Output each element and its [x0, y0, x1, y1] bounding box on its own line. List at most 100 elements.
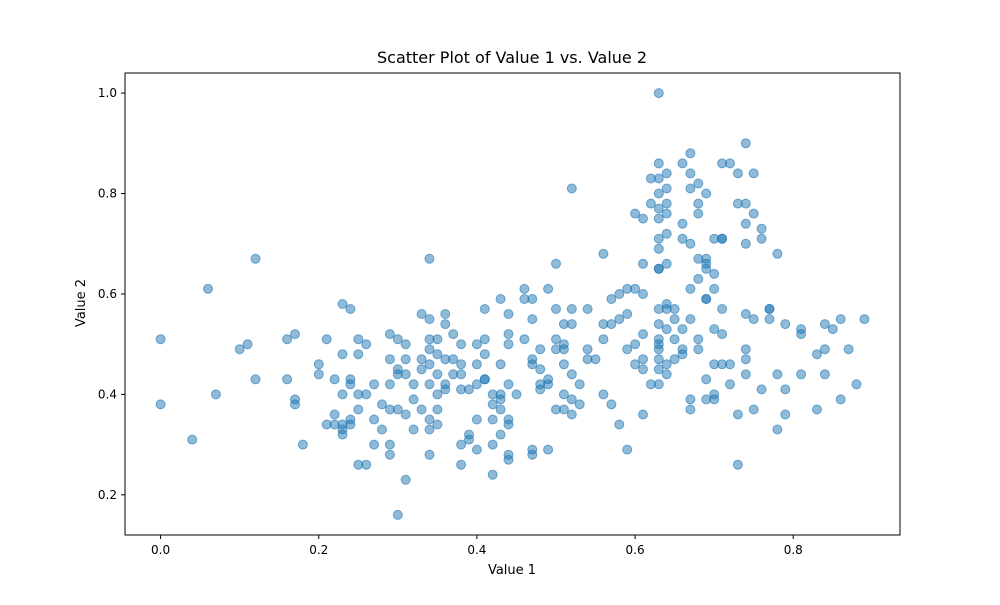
data-point [392, 404, 403, 415]
data-point [495, 359, 506, 370]
data-point [685, 168, 696, 179]
data-point [638, 329, 648, 340]
data-point [471, 414, 482, 425]
data-point [709, 283, 720, 294]
y-tick-label: 0.4 [98, 387, 117, 401]
data-point [661, 208, 672, 219]
data-point [653, 203, 664, 214]
data-point [337, 429, 348, 440]
data-point [329, 374, 340, 385]
data-point [653, 379, 664, 390]
data-point [669, 314, 680, 325]
data-point [653, 88, 664, 99]
data-point [796, 329, 807, 340]
data-point [566, 183, 577, 194]
data-point [566, 369, 577, 380]
data-point [638, 354, 648, 365]
data-point [717, 329, 728, 340]
data-point [448, 329, 459, 340]
data-point [780, 409, 791, 420]
data-point [511, 389, 522, 400]
data-point [732, 409, 743, 420]
data-point [424, 379, 435, 390]
data-point [543, 379, 554, 390]
data-point [732, 459, 743, 470]
data-point [551, 304, 561, 314]
data-point [519, 283, 530, 294]
data-point [725, 359, 735, 370]
data-point [740, 354, 751, 365]
data-point [479, 374, 490, 385]
data-point [693, 334, 704, 345]
data-point [503, 419, 514, 430]
data-point [701, 263, 712, 274]
data-point [796, 369, 807, 380]
data-point [424, 314, 435, 325]
data-point [685, 314, 696, 325]
data-point [408, 379, 419, 390]
data-point [369, 439, 380, 450]
data-point [424, 424, 435, 435]
data-point [835, 314, 846, 325]
data-point [250, 374, 261, 385]
data-point [622, 344, 633, 355]
data-point [566, 394, 577, 405]
data-point [566, 319, 577, 330]
data-point [424, 253, 435, 264]
data-point [448, 354, 459, 365]
y-tick-label: 0.2 [98, 488, 117, 502]
data-point [740, 344, 751, 355]
data-point [361, 339, 372, 350]
data-point [400, 339, 411, 350]
data-point [677, 218, 688, 229]
data-point [685, 404, 696, 415]
data-point [155, 399, 166, 410]
data-point [772, 424, 783, 435]
data-point [337, 349, 348, 360]
data-point [416, 354, 427, 365]
data-point [780, 319, 791, 330]
data-point [598, 389, 609, 400]
data-point [653, 319, 664, 330]
chart-title: Scatter Plot of Value 1 vs. Value 2 [377, 48, 647, 67]
data-point [535, 344, 546, 355]
data-point [756, 384, 767, 395]
data-point [606, 399, 617, 410]
data-point [582, 344, 593, 355]
data-point [456, 439, 467, 450]
data-point [527, 314, 538, 325]
x-tick-label: 0.2 [309, 543, 328, 557]
data-point [717, 233, 728, 244]
x-tick-label: 0.4 [467, 543, 486, 557]
data-point [282, 334, 293, 345]
data-point [551, 334, 561, 345]
data-point [566, 409, 577, 420]
data-point [630, 339, 641, 350]
data-point [558, 344, 569, 355]
data-point [677, 158, 688, 169]
data-point [677, 349, 688, 360]
data-point [661, 198, 672, 209]
data-point [653, 188, 664, 199]
data-point [653, 263, 664, 274]
data-point [432, 389, 443, 400]
data-point [653, 213, 664, 224]
data-point [669, 304, 680, 314]
data-point [685, 238, 696, 249]
data-point [661, 359, 672, 370]
data-point [638, 364, 648, 375]
y-tick-label: 1.0 [98, 86, 117, 100]
data-point [772, 369, 783, 380]
data-point [471, 444, 482, 455]
data-point [756, 233, 767, 244]
data-point [337, 389, 348, 400]
data-point [353, 349, 364, 360]
data-point [535, 384, 546, 395]
data-point [313, 359, 324, 370]
data-point [234, 344, 245, 355]
data-point [361, 389, 372, 400]
data-point [487, 414, 498, 425]
data-point [464, 434, 474, 445]
data-point [416, 364, 427, 375]
data-point [432, 349, 443, 360]
